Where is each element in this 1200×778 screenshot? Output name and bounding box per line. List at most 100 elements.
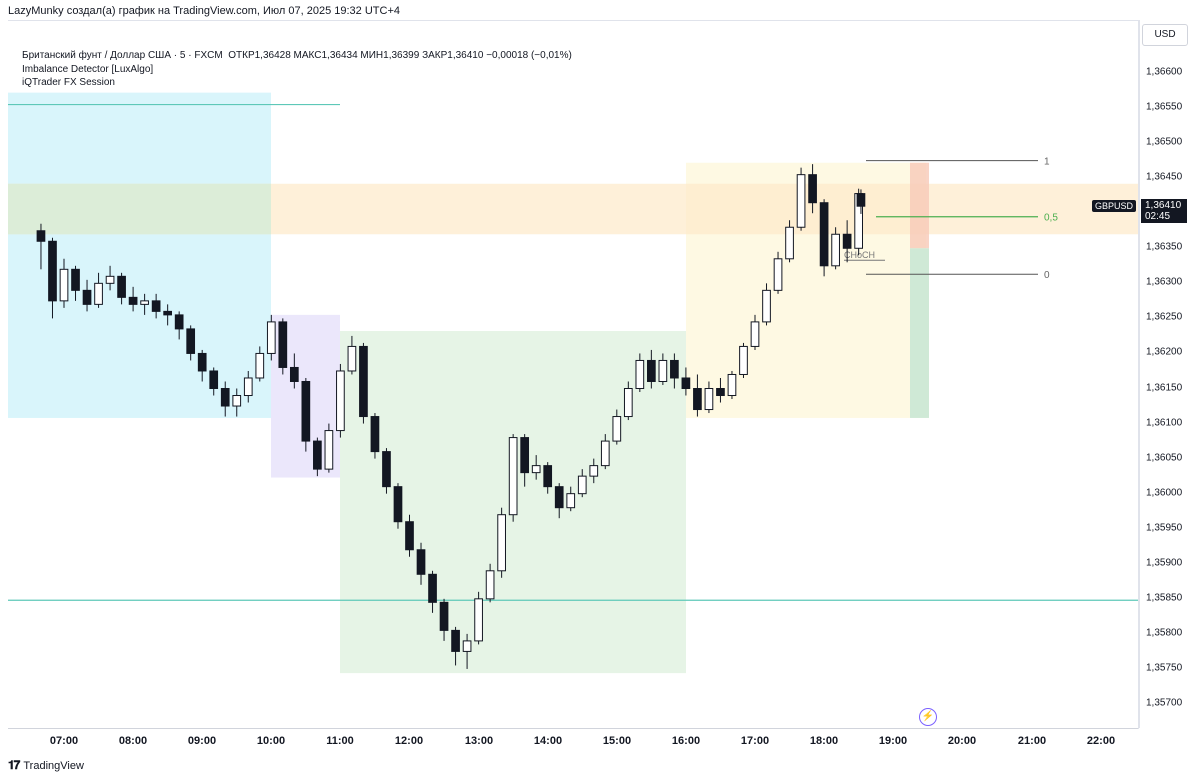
candle[interactable] <box>59 258 69 308</box>
candle[interactable] <box>336 363 345 438</box>
candle[interactable] <box>151 293 161 319</box>
candle-body <box>105 275 115 284</box>
candle[interactable] <box>670 353 679 389</box>
candle[interactable] <box>255 346 265 382</box>
candle[interactable] <box>658 353 668 385</box>
flash-icon[interactable]: ⚡ <box>919 708 937 726</box>
candle[interactable] <box>428 570 437 613</box>
candle[interactable] <box>808 164 817 214</box>
price-tick-label: 1,36000 <box>1146 487 1183 499</box>
candle[interactable] <box>48 237 57 319</box>
candle[interactable] <box>197 349 207 382</box>
candle[interactable] <box>71 265 80 301</box>
candle-body <box>842 233 852 249</box>
candle[interactable] <box>497 507 506 578</box>
candle-body <box>623 388 633 418</box>
candle-body <box>140 300 149 305</box>
candle[interactable] <box>474 591 483 645</box>
candle[interactable] <box>716 377 725 403</box>
candle[interactable] <box>209 367 219 396</box>
candle[interactable] <box>785 220 794 263</box>
candle[interactable] <box>232 388 242 417</box>
candle-body <box>59 268 69 302</box>
candle[interactable] <box>370 413 380 459</box>
candle[interactable] <box>612 409 622 445</box>
candle[interactable] <box>520 434 530 487</box>
candle[interactable] <box>727 370 737 400</box>
candle[interactable] <box>704 381 714 414</box>
candle[interactable] <box>393 483 403 529</box>
candle[interactable] <box>94 272 103 308</box>
candle[interactable] <box>186 325 196 361</box>
candle[interactable] <box>220 381 230 417</box>
candle[interactable] <box>842 220 852 263</box>
candle[interactable] <box>117 272 126 305</box>
price-tick-label: 1,36150 <box>1146 382 1183 393</box>
candle[interactable] <box>278 318 288 375</box>
candle[interactable] <box>382 448 391 494</box>
choch-label: CHoCH <box>844 250 875 260</box>
time-axis[interactable]: 07:00 08:00 09:00 10:00 11:00 12:00 13:00 14:00… <box>8 728 1138 753</box>
candle[interactable] <box>577 469 587 498</box>
candle[interactable] <box>359 342 368 424</box>
candle[interactable] <box>174 311 184 340</box>
price-tick-label: 1,36100 <box>1146 417 1183 429</box>
candle[interactable] <box>856 189 866 214</box>
legend-indicator-imbalance[interactable]: Imbalance Detector [LuxAlgo] <box>22 63 154 75</box>
candle[interactable] <box>313 437 322 477</box>
candle[interactable] <box>831 227 840 270</box>
candle[interactable] <box>647 349 656 389</box>
time-tick-label: 09:00 <box>187 735 217 747</box>
candle-body <box>531 465 541 474</box>
candle[interactable] <box>105 265 115 291</box>
candle[interactable] <box>324 423 334 473</box>
candle[interactable] <box>589 458 599 484</box>
candle[interactable] <box>128 286 138 312</box>
candle[interactable] <box>681 367 691 396</box>
chart-pane[interactable]: 1 0,5 0 CHoCH Британский фунт / Доллар США … <box>8 20 1139 729</box>
position-reward-box[interactable] <box>910 248 929 418</box>
candle[interactable] <box>543 462 553 494</box>
currency-button[interactable]: USD <box>1142 24 1188 46</box>
candle[interactable] <box>439 598 449 641</box>
candle[interactable] <box>416 542 426 585</box>
legend-symbol-title[interactable]: Британский фунт / Доллар США · 5 · FXCM <box>22 50 223 61</box>
legend-indicator-session[interactable]: iQTrader FX Session <box>22 77 115 88</box>
candle[interactable] <box>600 434 610 470</box>
candle[interactable] <box>347 335 357 375</box>
price-tick-label: 1,35900 <box>1146 557 1183 569</box>
candle[interactable] <box>796 167 806 231</box>
candle[interactable] <box>405 514 414 557</box>
candle[interactable] <box>140 293 149 315</box>
candle[interactable] <box>773 251 783 294</box>
candle-body <box>266 321 276 354</box>
candle[interactable] <box>762 283 771 326</box>
candle[interactable] <box>693 374 702 417</box>
candle[interactable] <box>566 486 576 512</box>
candle[interactable] <box>485 563 495 603</box>
candle[interactable] <box>266 314 276 361</box>
candle[interactable] <box>289 353 299 389</box>
candle[interactable] <box>819 199 829 277</box>
footer-brand[interactable]: 𝟏𝟕 TradingView <box>8 758 84 773</box>
price-axis[interactable]: 1,366001,365501,365001,364501,364001,363… <box>1139 20 1200 728</box>
candle[interactable] <box>623 381 633 421</box>
legend-main-row[interactable]: Британский фунт / Доллар США · 5 · FXCM … <box>22 49 572 63</box>
candle[interactable] <box>554 483 564 519</box>
candle[interactable] <box>243 370 253 403</box>
candle-body <box>278 321 288 368</box>
candle[interactable] <box>163 304 173 326</box>
candle[interactable] <box>451 626 460 666</box>
price-chart[interactable]: 1 0,5 0 CHoCH <box>8 21 1138 729</box>
candle[interactable] <box>739 342 748 378</box>
position-risk-box[interactable] <box>910 162 929 249</box>
candle[interactable] <box>635 353 645 393</box>
candle[interactable] <box>82 279 92 312</box>
candle[interactable] <box>462 633 472 669</box>
candle[interactable] <box>750 314 760 350</box>
candle[interactable] <box>36 223 46 270</box>
candle[interactable] <box>531 455 541 480</box>
session-zones <box>8 92 1138 674</box>
candle[interactable] <box>508 434 518 522</box>
candle[interactable] <box>301 377 311 452</box>
